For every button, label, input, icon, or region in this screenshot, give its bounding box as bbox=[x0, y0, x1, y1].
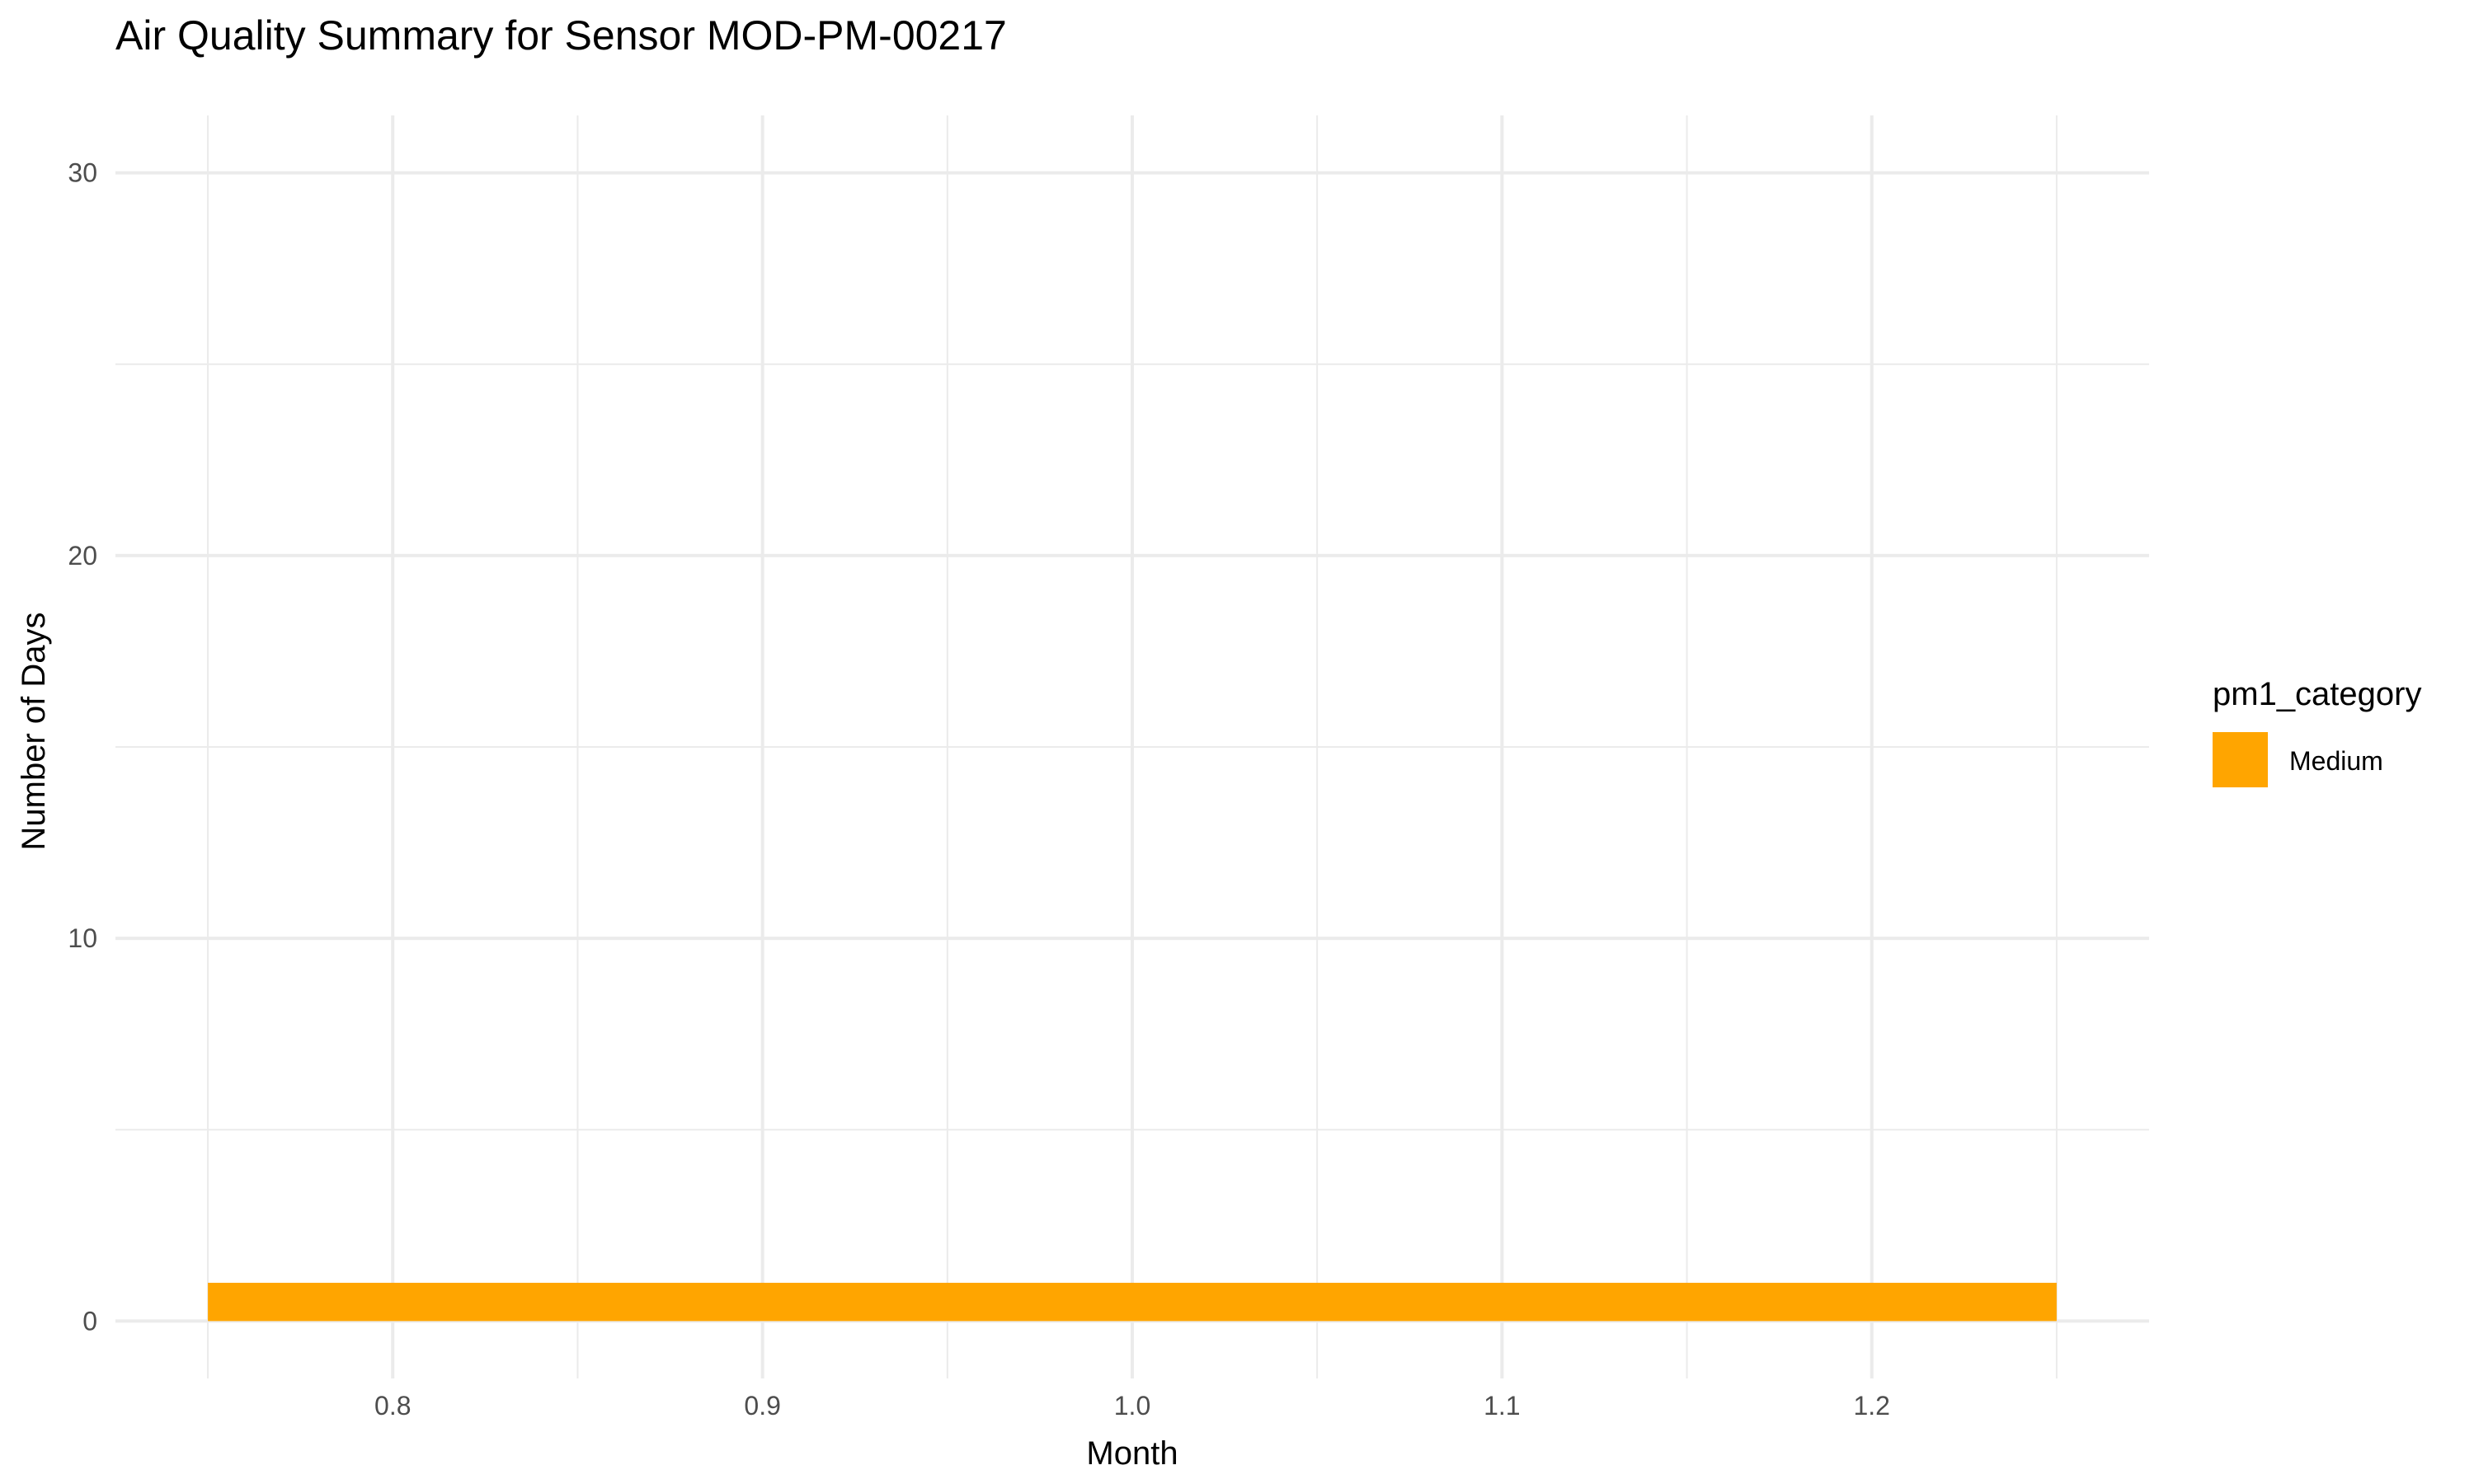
x-tick-label: 1.1 bbox=[1484, 1391, 1520, 1421]
legend-items: Medium bbox=[2213, 732, 2383, 787]
grid-lines bbox=[115, 115, 2149, 1378]
y-tick-label: 10 bbox=[68, 923, 97, 953]
x-tick-label: 1.2 bbox=[1853, 1391, 1889, 1421]
y-axis-title: Number of Days bbox=[16, 613, 52, 851]
bars bbox=[208, 1282, 2057, 1322]
x-tick-label: 0.8 bbox=[374, 1391, 411, 1421]
x-tick-labels: 0.8 0.9 1.0 1.1 1.2 bbox=[374, 1391, 1890, 1421]
y-tick-label: 20 bbox=[68, 541, 97, 571]
y-tick-label: 30 bbox=[68, 158, 97, 188]
x-axis-title: Month bbox=[1086, 1435, 1178, 1472]
x-tick-label: 1.0 bbox=[1114, 1391, 1150, 1421]
legend-swatch-medium bbox=[2213, 732, 2268, 787]
bar-medium bbox=[208, 1282, 2057, 1322]
chart-title: Air Quality Summary for Sensor MOD-PM-00… bbox=[115, 12, 1007, 59]
x-tick-label: 0.9 bbox=[744, 1391, 780, 1421]
legend-label-medium: Medium bbox=[2289, 746, 2383, 776]
legend-title: pm1_category bbox=[2213, 676, 2421, 712]
y-tick-labels: 0 10 20 30 bbox=[68, 158, 97, 1336]
y-tick-label: 0 bbox=[82, 1306, 97, 1336]
legend: pm1_category Medium bbox=[2213, 676, 2421, 787]
